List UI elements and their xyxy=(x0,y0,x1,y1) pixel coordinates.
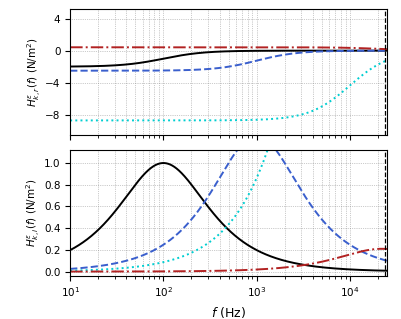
Y-axis label: $H^{\varepsilon}_{k,i}(f)$ (N/m$^2$): $H^{\varepsilon}_{k,i}(f)$ (N/m$^2$) xyxy=(24,179,43,247)
Y-axis label: $H^{\varepsilon}_{k,r}(f)$ (N/m$^2$): $H^{\varepsilon}_{k,r}(f)$ (N/m$^2$) xyxy=(26,37,44,107)
X-axis label: $f$ (Hz): $f$ (Hz) xyxy=(211,305,246,319)
